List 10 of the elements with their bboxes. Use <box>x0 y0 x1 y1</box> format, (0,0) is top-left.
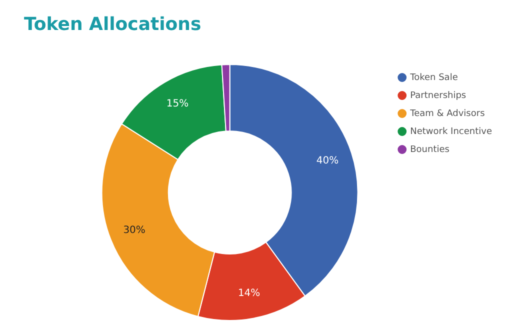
legend-label: Partnerships <box>410 90 466 101</box>
legend-label: Network Incentive <box>410 126 492 137</box>
legend-label: Team & Advisors <box>409 108 486 119</box>
data-label: 30% <box>123 224 146 236</box>
data-label: 40% <box>316 155 339 166</box>
legend-label: Token Sale <box>409 72 458 83</box>
chart-title: Token Allocations <box>24 14 202 35</box>
legend-label: Bounties <box>410 144 450 155</box>
data-label: 15% <box>166 98 189 110</box>
data-label: 14% <box>238 288 260 299</box>
